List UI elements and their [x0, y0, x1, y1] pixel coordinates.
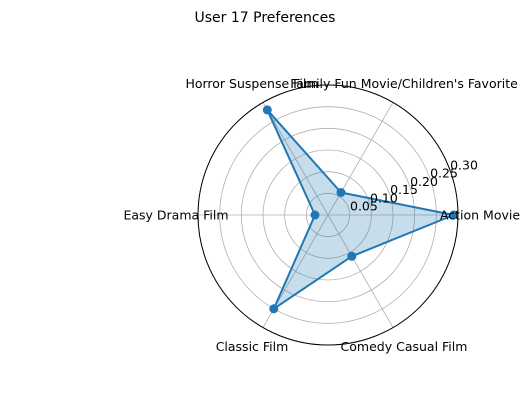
chart-title: User 17 Preferences: [195, 10, 336, 26]
r-tick-label-1: 0.05: [350, 199, 378, 214]
data-point-5: [269, 304, 279, 314]
r-tick-label-4: 0.20: [410, 174, 438, 189]
category-label-4: Easy Drama Film: [123, 208, 228, 223]
data-series: [262, 105, 459, 314]
data-point-1: [449, 210, 459, 220]
series-fill: [267, 109, 454, 309]
category-label-3: Horror Suspense Film: [185, 76, 318, 91]
r-tick-label-2: 0.10: [370, 190, 398, 205]
category-label-1: Action Movie: [440, 208, 520, 223]
spoke-6: [327, 214, 394, 328]
category-labels: Action Movie Family Fun Movie/Children's …: [123, 76, 520, 354]
data-point-6: [347, 251, 357, 261]
spoke-3: [262, 102, 329, 216]
data-point-3: [262, 105, 272, 115]
r-tick-label-3: 0.15: [390, 182, 418, 197]
data-point-4: [310, 210, 320, 220]
category-label-2: Family Fun Movie/Children's Favorite: [290, 76, 518, 91]
r-tick-label-5: 0.25: [430, 166, 458, 181]
category-label-5: Classic Film: [216, 339, 289, 354]
category-label-6: Comedy Casual Film: [341, 339, 468, 354]
r-tick-label-6: 0.30: [450, 157, 478, 172]
radial-tick-labels: 0.050.100.150.200.250.30: [350, 157, 478, 213]
data-point-2: [336, 188, 346, 197]
